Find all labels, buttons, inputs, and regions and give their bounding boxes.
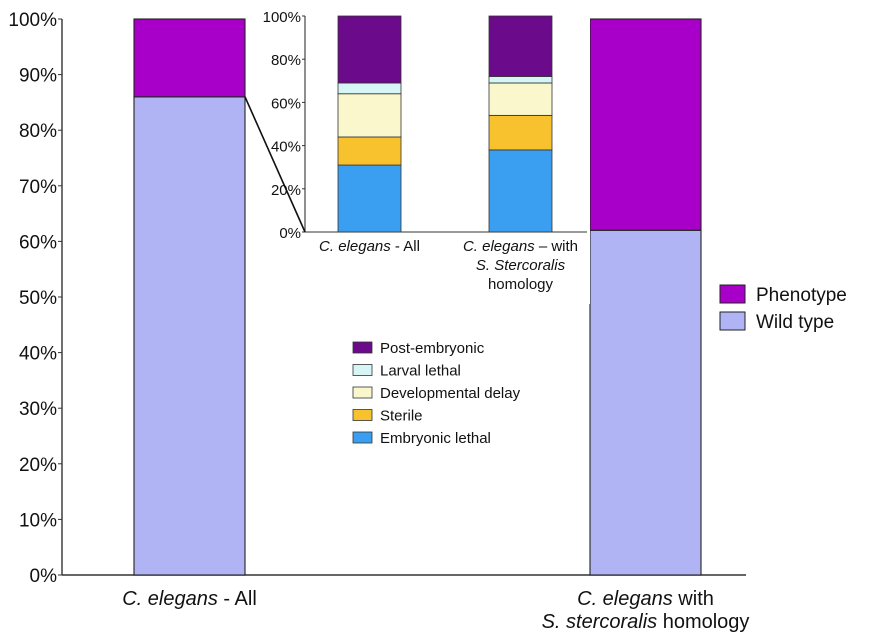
inset-bar-segment: [488, 114, 553, 151]
x-tick-label-italic: C. elegans: [122, 588, 218, 610]
x-tick-label-italic: S. stercoralis: [542, 611, 658, 633]
inset-legend-label: Sterile: [380, 408, 423, 425]
inset-bar-segment: [488, 15, 553, 77]
y-tick-label: 90%: [19, 66, 57, 87]
bar-segment: [133, 96, 246, 576]
y-tick-label: 0%: [30, 566, 58, 587]
x-tick-label-text: with: [673, 588, 714, 610]
legend-swatch: [719, 284, 746, 304]
inset-bar-segment: [488, 76, 553, 84]
inset-bar-segment: [337, 164, 402, 233]
inset-x-tick-label-line2: S. Stercoralis: [476, 257, 566, 274]
legend-label: Phenotype: [756, 285, 847, 306]
y-tick-label: 10%: [19, 510, 57, 531]
y-tick-label: 40%: [19, 344, 57, 365]
inset-legend-label: Larval lethal: [380, 363, 461, 380]
inset-y-tick-label: 80%: [271, 52, 301, 69]
inset-x-tick-label-italic: S. Stercoralis: [476, 257, 566, 274]
x-tick-label: C. elegans with: [577, 588, 714, 610]
inset-bar-segment: [337, 15, 402, 84]
inset-x-tick-label: C. elegans – with: [463, 238, 578, 255]
inset-legend-swatch: [352, 341, 373, 354]
inset-legend-swatch: [352, 409, 373, 421]
inset-x-tick-label: C. elegans - All: [319, 238, 420, 255]
legend-swatch: [719, 311, 746, 331]
inset-bar-segment: [337, 82, 402, 95]
inset-legend-swatch: [352, 431, 373, 444]
x-tick-label-text: homology: [657, 611, 749, 633]
inset-legend-label: Embryonic lethal: [380, 430, 491, 447]
inset-x-tick-label-italic: C. elegans: [319, 238, 391, 255]
inset-legend-swatch: [352, 386, 373, 399]
y-tick-label: 60%: [19, 232, 57, 253]
inset-y-tick-label: 40%: [271, 139, 301, 156]
x-tick-label-text: - All: [218, 588, 257, 610]
inset-legend-label: Post-embryonic: [380, 340, 485, 357]
y-tick-label: 50%: [19, 288, 57, 309]
main-chart: 0% 10% 20% 30% 40% 50% 60% 70% 80% 90% 100% C. eleg…: [8, 10, 749, 633]
inset-y-tick-label: 0%: [279, 225, 301, 242]
x-tick-label: C. elegans - All: [122, 588, 257, 610]
x-tick-label-italic: C. elegans: [577, 588, 673, 610]
x-tick-label-line2: S. stercoralis homology: [542, 611, 750, 633]
legends: Phenotype Wild type Post-embryonic Larval l…: [352, 284, 847, 447]
inset-y-tick-label: 100%: [263, 9, 301, 26]
inset-x-tick-label-line3: homology: [488, 276, 554, 293]
y-tick-label: 70%: [19, 177, 57, 198]
y-tick-label: 20%: [19, 455, 57, 476]
y-tick-label: 30%: [19, 399, 57, 420]
y-tick-label: 100%: [8, 10, 57, 31]
inset-x-tick-label-text: - All: [391, 238, 420, 255]
inset-x-tick-label-italic: C. elegans: [463, 238, 535, 255]
inset-bar-segment: [337, 93, 402, 138]
inset-y-tick-label: 60%: [271, 95, 301, 112]
inset-x-tick-label-text: – with: [535, 238, 578, 255]
zoom-connector-line: [244, 96, 306, 233]
inset-legend-label: Developmental delay: [380, 385, 521, 402]
bar-segment: [589, 229, 702, 576]
inset-bar-segment: [488, 149, 553, 233]
bar-segment: [133, 18, 246, 98]
inset-legend-swatch: [352, 364, 373, 376]
y-tick-label: 80%: [19, 121, 57, 142]
inset-bar-segment: [488, 82, 553, 116]
bar-segment: [589, 18, 702, 231]
inset-bar-segment: [337, 136, 402, 166]
legend-label: Wild type: [756, 312, 834, 333]
